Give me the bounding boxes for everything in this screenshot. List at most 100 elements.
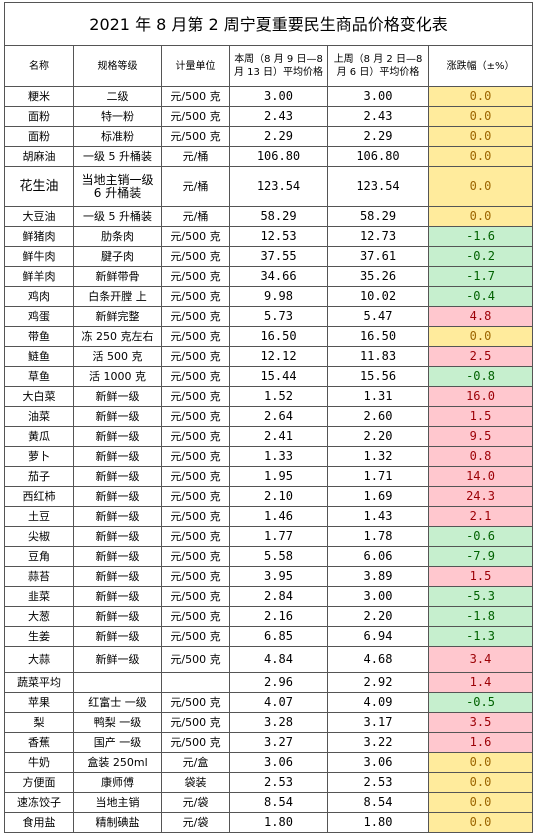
grade: 国产 一级	[73, 732, 162, 753]
unit: 元/500 克	[161, 606, 230, 627]
last-week-price: 3.06	[327, 752, 429, 773]
grade: 鸭梨 一级	[73, 712, 162, 733]
item-name: 鸡肉	[4, 286, 74, 307]
grade: 新鲜一级	[73, 606, 162, 627]
change-rate: -5.3	[427, 586, 534, 607]
this-week-price: 1.80	[229, 812, 328, 833]
grade: 当地主销	[73, 792, 162, 813]
last-week-price: 1.31	[327, 386, 429, 407]
change-rate: -0.6	[427, 526, 534, 547]
data-row: 油菜 新鲜一级 元/500 克 2.64 2.60 1.5	[4, 406, 534, 427]
this-week-price: 1.46	[229, 506, 328, 527]
data-row: 香蕉 国产 一级 元/500 克 3.27 3.22 1.6	[4, 732, 534, 753]
unit: 元/500 克	[161, 366, 230, 387]
grade: 新鲜一级	[73, 586, 162, 607]
last-week-price: 3.89	[327, 566, 429, 587]
data-row: 速冻饺子 当地主销 元/袋 8.54 8.54 0.0	[4, 792, 534, 813]
unit: 元/500 克	[161, 546, 230, 567]
last-week-price: 3.22	[327, 732, 429, 753]
change-rate: 3.4	[427, 646, 534, 673]
last-week-price: 16.50	[327, 326, 429, 347]
last-week-price: 4.68	[327, 646, 429, 673]
grade: 腱子肉	[73, 246, 162, 267]
data-row: 牛奶 盒装 250ml 元/盒 3.06 3.06 0.0	[4, 752, 534, 773]
change-rate: 0.0	[427, 752, 534, 773]
this-week-price: 34.66	[229, 266, 328, 287]
unit: 元/袋	[161, 812, 230, 833]
this-week-price: 9.98	[229, 286, 328, 307]
this-week-price: 37.55	[229, 246, 328, 267]
item-name: 尖椒	[4, 526, 74, 547]
unit: 元/500 克	[161, 732, 230, 753]
item-name: 牛奶	[4, 752, 74, 773]
item-name: 梨	[4, 712, 74, 733]
change-rate: 0.0	[427, 86, 534, 107]
change-rate: 0.0	[427, 106, 534, 127]
last-week-price: 2.43	[327, 106, 429, 127]
last-week-price: 58.29	[327, 206, 429, 227]
grade: 新鲜一级	[73, 506, 162, 527]
data-row: 生姜 新鲜一级 元/500 克 6.85 6.94 -1.3	[4, 626, 534, 647]
unit: 元/500 克	[161, 586, 230, 607]
this-week-price: 123.54	[229, 166, 328, 207]
this-week-price: 3.00	[229, 86, 328, 107]
unit: 元/500 克	[161, 226, 230, 247]
change-rate: 0.8	[427, 446, 534, 467]
grade: 新鲜一级	[73, 386, 162, 407]
unit: 元/500 克	[161, 86, 230, 107]
this-week-price: 3.27	[229, 732, 328, 753]
unit: 元/500 克	[161, 566, 230, 587]
data-row: 梨鸭梨 一级 元/500 克 3.28 3.17 3.5	[4, 712, 534, 733]
data-row: 茄子 新鲜一级 元/500 克 1.95 1.71 14.0	[4, 466, 534, 487]
change-rate: -1.3	[427, 626, 534, 647]
grade: 二级	[73, 86, 162, 107]
change-rate: 1.4	[427, 672, 534, 693]
grade: 盒装 250ml	[73, 752, 162, 773]
data-row: 蔬菜平均 2.96 2.92 1.4	[4, 672, 534, 693]
unit: 元/袋	[161, 792, 230, 813]
data-row: 带鱼冻 250 克左右 元/500 克 16.50 16.50 0.0	[4, 326, 534, 347]
this-week-price: 6.85	[229, 626, 328, 647]
item-name: 油菜	[4, 406, 74, 427]
unit: 元/500 克	[161, 486, 230, 507]
data-row: 大白菜 新鲜一级 元/500 克 1.52 1.31 16.0	[4, 386, 534, 407]
item-name: 苹果	[4, 692, 74, 713]
change-rate: -0.2	[427, 246, 534, 267]
data-row: 方便面 康师傅 袋装 2.53 2.53 0.0	[4, 772, 534, 793]
data-row: 大蒜 新鲜一级 元/500 克 4.84 4.68 3.4	[4, 646, 534, 673]
data-row: 鲢鱼活 500 克元/500 克 12.12 11.83 2.5	[4, 346, 534, 367]
column-header: 计量单位	[161, 45, 230, 87]
grade: 红富士 一级	[73, 692, 162, 713]
data-row: 土豆 新鲜一级 元/500 克 1.46 1.43 2.1	[4, 506, 534, 527]
this-week-price: 2.43	[229, 106, 328, 127]
last-week-price: 2.20	[327, 606, 429, 627]
item-name: 速冻饺子	[4, 792, 74, 813]
change-rate: 1.5	[427, 406, 534, 427]
table-title: 2021 年 8 月第 2 周宁夏重要民生商品价格变化表	[3, 2, 534, 46]
item-name: 胡麻油	[4, 146, 74, 167]
grade: 活 500 克	[73, 346, 162, 367]
item-name: 草鱼	[4, 366, 74, 387]
data-row: 黄瓜 新鲜一级 元/500 克 2.41 2.20 9.5	[4, 426, 534, 447]
item-name: 面粉	[4, 106, 74, 127]
unit: 元/500 克	[161, 646, 230, 673]
last-week-price: 10.02	[327, 286, 429, 307]
this-week-price: 8.54	[229, 792, 328, 813]
unit: 元/500 克	[161, 266, 230, 287]
this-week-price: 2.64	[229, 406, 328, 427]
unit: 元/500 克	[161, 286, 230, 307]
change-rate: 0.0	[427, 166, 534, 207]
unit: 元/500 克	[161, 466, 230, 487]
this-week-price: 4.84	[229, 646, 328, 673]
this-week-price: 12.12	[229, 346, 328, 367]
this-week-price: 2.84	[229, 586, 328, 607]
grade: 新鲜一级	[73, 626, 162, 647]
item-name: 鲜羊肉	[4, 266, 74, 287]
last-week-price: 8.54	[327, 792, 429, 813]
grade: 精制碘盐	[73, 812, 162, 833]
change-rate: -0.8	[427, 366, 534, 387]
data-row: 胡麻油 一级 5 升桶装 元/桶 106.80 106.80 0.0	[4, 146, 534, 167]
change-rate: 0.0	[427, 772, 534, 793]
last-week-price: 1.80	[327, 812, 429, 833]
